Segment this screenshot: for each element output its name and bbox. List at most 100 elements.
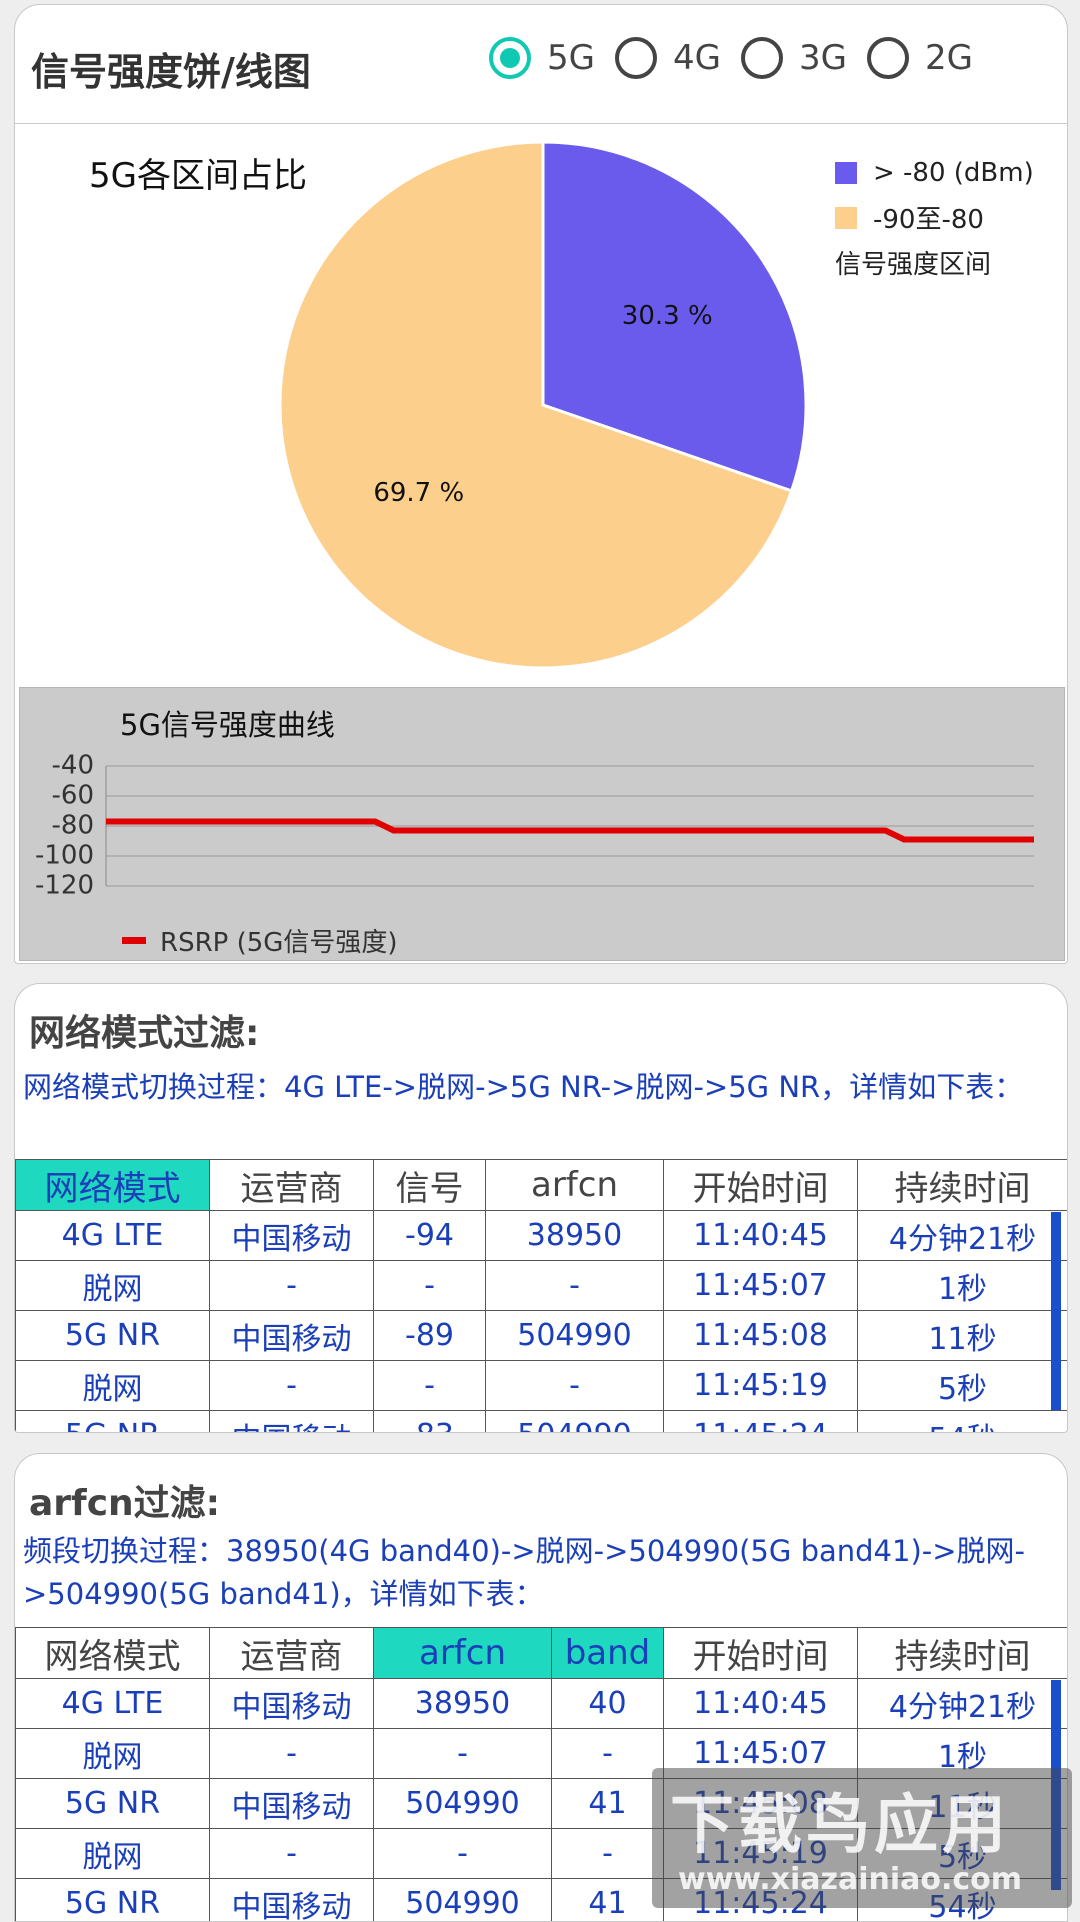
- table-cell: 5G NR: [16, 1779, 210, 1829]
- legend-item: -90至-80: [835, 195, 1034, 240]
- legend-item: > -80 (dBm): [835, 150, 1034, 195]
- table-cell: 5G NR: [16, 1311, 210, 1361]
- legend-swatch: [122, 937, 146, 944]
- radio-2g[interactable]: 2G: [867, 37, 979, 79]
- table-cell: -: [374, 1261, 486, 1311]
- column-header[interactable]: band: [552, 1628, 664, 1679]
- column-header[interactable]: 开始时间: [664, 1628, 858, 1679]
- line-chart-area: 5G信号强度曲线 -40-60-80-100-120 RSRP (5G信号强度): [19, 687, 1065, 961]
- line-chart: -40-60-80-100-120: [20, 688, 1064, 960]
- table-cell: 40: [552, 1679, 664, 1729]
- radio-label: 2G: [925, 38, 973, 78]
- y-tick-label: -60: [52, 781, 94, 811]
- table-cell: 504990: [374, 1879, 552, 1922]
- radio-unselected-icon: [615, 37, 657, 79]
- table-cell: 41: [552, 1879, 664, 1922]
- table-cell: 504990: [486, 1311, 664, 1361]
- legend-label: RSRP (5G信号强度): [160, 922, 398, 959]
- table-cell: 11秒: [858, 1311, 1068, 1361]
- table-cell: -: [552, 1729, 664, 1779]
- column-header[interactable]: 开始时间: [664, 1160, 858, 1211]
- network-switch-description: 网络模式切换过程：4G LTE->脱网->5G NR->脱网->5G NR，详情…: [23, 1066, 1053, 1109]
- table-cell: 504990: [374, 1779, 552, 1829]
- section-title: arfcn过滤:: [29, 1474, 220, 1526]
- table-cell: 54秒: [858, 1411, 1068, 1434]
- table-cell: -: [374, 1361, 486, 1411]
- table-cell: 脱网: [16, 1361, 210, 1411]
- page-title: 信号强度饼/线图: [31, 41, 311, 96]
- table-cell: -: [210, 1829, 374, 1879]
- network-type-radio-group: 5G 4G 3G 2G: [489, 37, 993, 79]
- column-header[interactable]: 运营商: [210, 1160, 374, 1211]
- radio-unselected-icon: [741, 37, 783, 79]
- table-cell: -94: [374, 1211, 486, 1261]
- table-cell: 中国移动: [210, 1679, 374, 1729]
- column-header[interactable]: 运营商: [210, 1628, 374, 1679]
- radio-label: 5G: [547, 38, 595, 78]
- table-cell: 脱网: [16, 1261, 210, 1311]
- table-cell: 中国移动: [210, 1311, 374, 1361]
- legend-swatch: [835, 162, 857, 184]
- network-filter-card: 网络模式过滤: 网络模式切换过程：4G LTE->脱网->5G NR->脱网->…: [14, 983, 1068, 1433]
- table-cell: 5G NR: [16, 1879, 210, 1922]
- table-cell: 4G LTE: [16, 1211, 210, 1261]
- table-cell: 11:40:45: [664, 1679, 858, 1729]
- radio-unselected-icon: [867, 37, 909, 79]
- table-cell: 41: [552, 1779, 664, 1829]
- pie-chart-area: 5G各区间占比 30.3 %69.7 % > -80 (dBm) -90至-80…: [15, 124, 1067, 684]
- table-cell: -: [210, 1261, 374, 1311]
- legend-label: > -80 (dBm): [873, 158, 1034, 188]
- y-tick-label: -40: [52, 751, 94, 781]
- legend-label: -90至-80: [873, 199, 984, 236]
- table-cell: 中国移动: [210, 1879, 374, 1922]
- radio-4g[interactable]: 4G: [615, 37, 727, 79]
- column-header[interactable]: 信号: [374, 1160, 486, 1211]
- table-cell: 11:45:19: [664, 1361, 858, 1411]
- watermark-url: www.xiazainiao.com: [678, 1862, 1022, 1897]
- column-header[interactable]: arfcn: [374, 1628, 552, 1679]
- pie-legend: > -80 (dBm) -90至-80 信号强度区间: [835, 150, 1034, 281]
- radio-3g[interactable]: 3G: [741, 37, 853, 79]
- radio-selected-icon: [489, 37, 531, 79]
- radio-5g[interactable]: 5G: [489, 37, 601, 79]
- table-cell: -: [486, 1361, 664, 1411]
- table-cell: 504990: [486, 1411, 664, 1434]
- line-legend: RSRP (5G信号强度): [122, 922, 398, 959]
- column-header[interactable]: arfcn: [486, 1160, 664, 1211]
- pie-slice-label: 69.7 %: [373, 478, 464, 508]
- table-cell: -: [552, 1829, 664, 1879]
- signal-chart-card: 信号强度饼/线图 5G 4G 3G 2G 5G各区间占比 30.3 %69.7 …: [14, 4, 1068, 964]
- column-header[interactable]: 网络模式: [16, 1628, 210, 1679]
- arfcn-switch-description: 频段切换过程：38950(4G band40)->脱网->504990(5G b…: [23, 1530, 1053, 1616]
- column-header[interactable]: 网络模式: [16, 1160, 210, 1211]
- table-cell: -: [486, 1261, 664, 1311]
- table-cell: 11:45:08: [664, 1311, 858, 1361]
- table-cell: -83: [374, 1411, 486, 1434]
- radio-label: 4G: [673, 38, 721, 78]
- chart-header: 信号强度饼/线图 5G 4G 3G 2G: [15, 5, 1067, 124]
- table-cell: 中国移动: [210, 1211, 374, 1261]
- section-header: 网络模式过滤:: [15, 984, 1067, 1064]
- table-cell: 脱网: [16, 1729, 210, 1779]
- table-cell: 11:40:45: [664, 1211, 858, 1261]
- table-cell: -: [210, 1361, 374, 1411]
- table-scrollbar[interactable]: [1051, 1212, 1061, 1410]
- table-cell: 4分钟21秒: [858, 1211, 1068, 1261]
- column-header[interactable]: 持续时间: [858, 1160, 1068, 1211]
- table-cell: 38950: [374, 1679, 552, 1729]
- table-cell: -: [374, 1729, 552, 1779]
- table-cell: 11:45:07: [664, 1261, 858, 1311]
- table-cell: 11:45:24: [664, 1411, 858, 1434]
- column-header[interactable]: 持续时间: [858, 1628, 1068, 1679]
- table-cell: -: [374, 1829, 552, 1879]
- section-title: 网络模式过滤:: [29, 1004, 259, 1056]
- y-tick-label: -80: [52, 811, 94, 841]
- watermark-logo: 下载鸟应用 www.xiazainiao.com: [652, 1768, 1072, 1908]
